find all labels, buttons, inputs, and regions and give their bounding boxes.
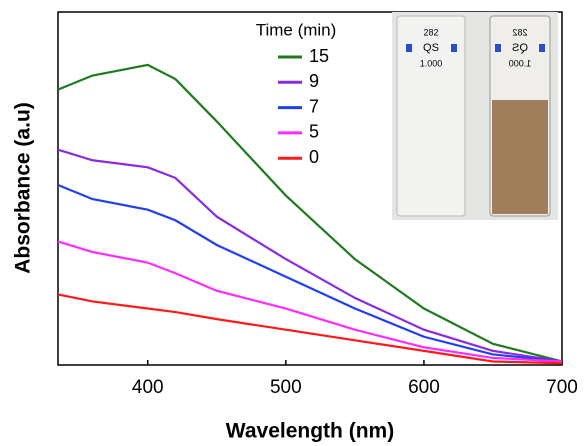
cuvette-solution	[492, 100, 548, 214]
qs-mark	[406, 44, 412, 52]
x-tick-label: 700	[546, 377, 578, 398]
cuvette-label: 1.000	[509, 58, 532, 68]
plot-frame	[57, 11, 563, 366]
x-tick-label: 600	[408, 377, 440, 398]
legend-label: 9	[309, 71, 319, 91]
y-axis-label: Absorbance (a.u)	[12, 102, 35, 274]
legend-title: Time (min)	[256, 20, 337, 39]
legend-label: 7	[309, 96, 319, 116]
cuvette-label: 1.000	[420, 58, 443, 68]
legend-label: 5	[309, 122, 319, 142]
qs-mark	[451, 44, 457, 52]
series-line	[57, 293, 563, 365]
cuvette-label: QS	[423, 42, 439, 54]
x-tick-label: 500	[270, 377, 302, 398]
cuvette-empty	[396, 15, 466, 217]
legend-label: 0	[309, 147, 319, 167]
series-line	[57, 63, 563, 363]
inset-photo	[392, 12, 558, 220]
qs-mark	[495, 44, 501, 52]
series-line	[57, 183, 563, 363]
cuvette-label: 282	[512, 27, 527, 37]
series-line	[57, 148, 563, 363]
x-tick-label: 400	[132, 377, 164, 398]
series-line	[57, 240, 563, 363]
cuvette-label: 282	[423, 27, 438, 37]
cuvette-label: QS	[512, 42, 528, 54]
legend-label: 15	[309, 46, 329, 66]
qs-mark	[539, 44, 545, 52]
x-axis-label: Wavelength (nm)	[226, 420, 394, 443]
